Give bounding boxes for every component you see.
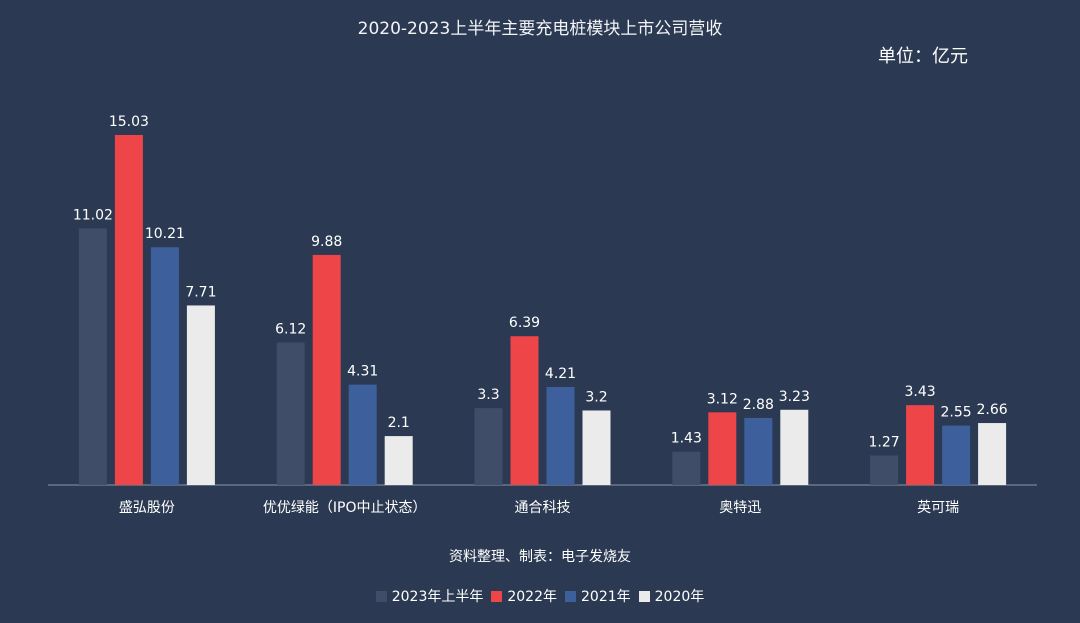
- legend-label: 2021年: [581, 589, 631, 605]
- bar: [978, 423, 1007, 485]
- category-label: 优优绿能（IPO中止状态）: [263, 500, 427, 516]
- unit-label: 单位：亿元: [878, 46, 968, 67]
- data-label: 3.43: [905, 384, 936, 400]
- data-label: 4.31: [347, 364, 378, 380]
- bar: [78, 228, 107, 485]
- bar: [870, 455, 899, 485]
- legend-item: 2023年上半年: [375, 586, 484, 606]
- bar: [474, 408, 503, 485]
- data-label: 2.55: [941, 405, 972, 421]
- data-label: 2.88: [743, 397, 774, 413]
- bar: [114, 135, 143, 485]
- legend: 2023年上半年 2022年 2021年 2020年: [0, 586, 1080, 606]
- data-label: 7.71: [185, 284, 216, 300]
- bar: [582, 410, 611, 485]
- bar: [780, 409, 809, 485]
- data-label: 2.1: [388, 415, 410, 431]
- source-note: 资料整理、制表：电子发烧友: [449, 549, 631, 565]
- bar: [744, 417, 773, 485]
- bar: [510, 336, 539, 485]
- bar-chart: 11.02 15.03 10.21 7.71 盛弘股份 6.12 9.88 4.31 2.1 优优…: [48, 114, 1037, 516]
- bar: [276, 342, 305, 485]
- bar: [312, 254, 341, 485]
- legend-item: 2020年: [638, 586, 705, 606]
- bar: [672, 451, 701, 485]
- legend-item: 2022年: [491, 586, 557, 606]
- bar: [150, 247, 179, 485]
- legend-swatch: [491, 590, 503, 602]
- data-label: 2.66: [977, 402, 1008, 418]
- legend-label: 2022年: [507, 589, 557, 605]
- bar: [186, 305, 215, 485]
- data-label: 10.21: [145, 226, 185, 242]
- category-label: 通合科技: [515, 500, 571, 516]
- category-label: 英可瑞: [917, 499, 959, 516]
- data-label: 6.39: [509, 315, 540, 331]
- data-label: 3.3: [477, 387, 499, 403]
- legend-label: 2020年: [654, 589, 705, 605]
- data-label: 4.21: [545, 366, 576, 382]
- legend-swatch: [375, 590, 387, 602]
- category-label: 奥特迅: [719, 499, 761, 516]
- data-label: 1.27: [869, 434, 900, 450]
- data-label: 3.23: [779, 389, 810, 405]
- bar: [906, 405, 935, 485]
- data-label: 1.43: [671, 431, 702, 447]
- category-label: 盛弘股份: [119, 500, 175, 516]
- data-label: 15.03: [109, 114, 149, 130]
- bar: [384, 436, 413, 485]
- data-label: 6.12: [275, 321, 306, 337]
- bar: [708, 412, 737, 485]
- data-label: 11.02: [73, 207, 113, 223]
- legend-item: 2021年: [565, 586, 631, 606]
- legend-label: 2023年上半年: [391, 589, 484, 605]
- bar: [942, 425, 971, 485]
- data-label: 3.2: [585, 389, 607, 405]
- data-label: 9.88: [311, 234, 342, 250]
- chart-title: 2020-2023上半年主要充电桩模块上市公司营收: [357, 19, 723, 39]
- bar: [546, 386, 575, 485]
- bar: [348, 384, 377, 485]
- data-label: 3.12: [707, 391, 738, 407]
- legend-swatch: [565, 590, 576, 602]
- legend-swatch: [638, 590, 650, 602]
